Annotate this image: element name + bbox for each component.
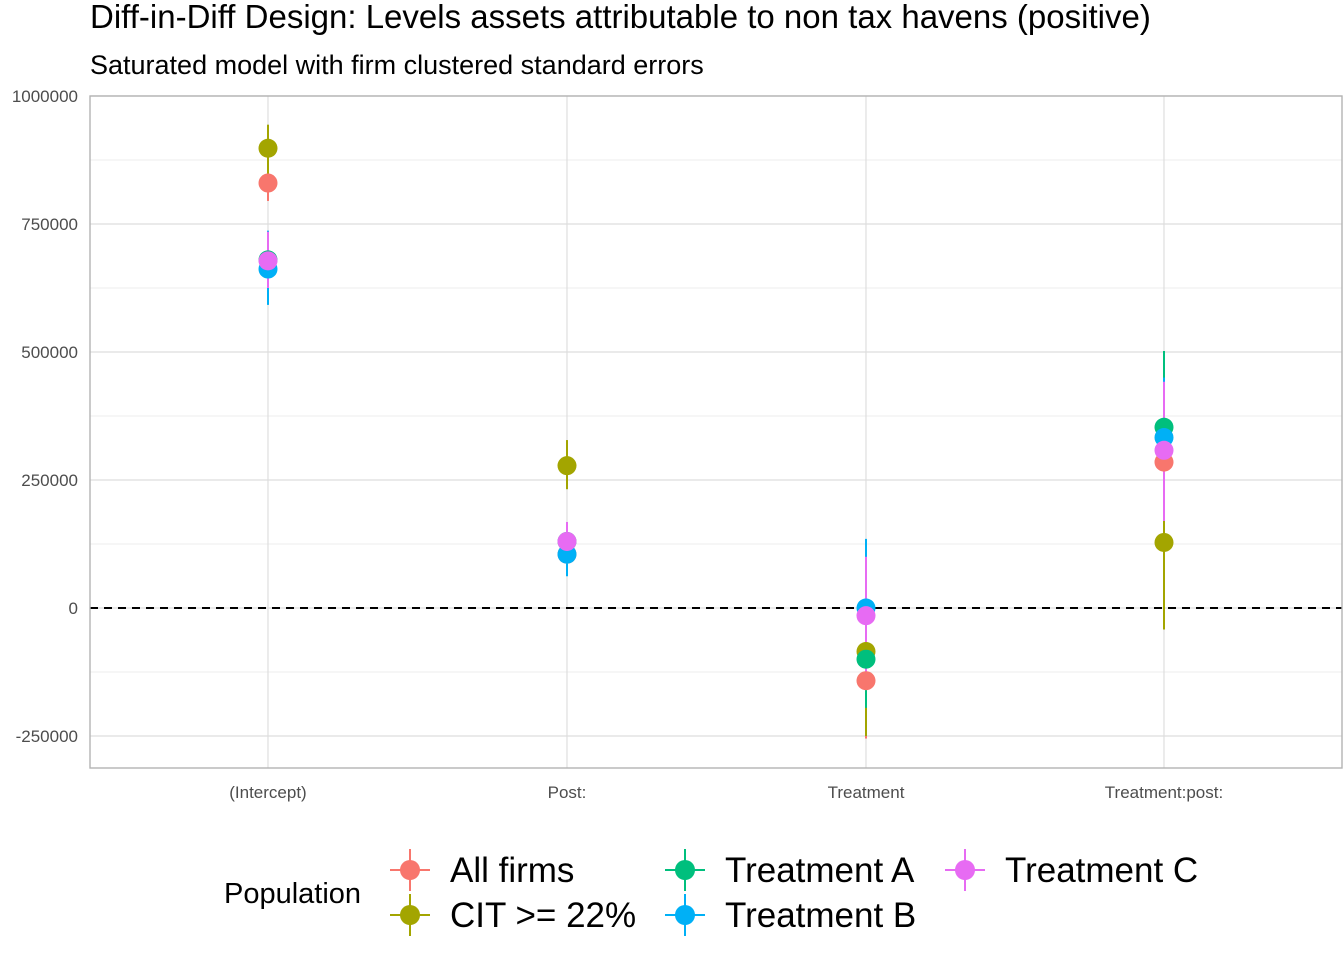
x-tick-label: Treatment:post: [1105, 783, 1223, 802]
x-tick-label: Treatment [828, 783, 905, 802]
legend-item: Treatment C [945, 849, 1198, 891]
legend-label: Treatment C [1005, 851, 1198, 890]
data-point [258, 138, 278, 158]
legend-item: Treatment B [665, 894, 916, 936]
data-point [856, 606, 876, 626]
data-point [258, 173, 278, 193]
y-tick-label: 750000 [21, 215, 78, 234]
y-tick-label: 500000 [21, 343, 78, 362]
legend-item: Treatment A [665, 849, 915, 891]
x-tick-label: Post: [548, 783, 587, 802]
chart-subtitle: Saturated model with firm clustered stan… [90, 50, 704, 80]
plot-background [90, 96, 1342, 768]
grid-minor [90, 159, 1342, 673]
plot-area [89, 95, 1343, 769]
data-point [856, 649, 876, 669]
legend-key-point [675, 905, 695, 925]
data-point [557, 456, 577, 476]
y-tick-label: -250000 [16, 727, 78, 746]
y-tick-label: 250000 [21, 471, 78, 490]
data-point [258, 251, 278, 271]
data-point [856, 671, 876, 691]
legend-item: CIT >= 22% [390, 894, 636, 936]
legend-key-point [675, 860, 695, 880]
legend-key-point [400, 860, 420, 880]
data-marks [258, 124, 1174, 739]
legend: Population All firms CIT >= 22% Treatment … [224, 849, 1198, 936]
legend-item: All firms [390, 849, 574, 891]
data-point [1154, 440, 1174, 460]
legend-label: Treatment B [725, 896, 916, 935]
legend-key-point [400, 905, 420, 925]
legend-label: CIT >= 22% [450, 896, 636, 935]
y-axis-ticks: -250000 0 250000 500000 750000 1000000 [12, 87, 78, 746]
y-tick-label: 0 [69, 599, 78, 618]
data-point [1154, 532, 1174, 552]
x-axis-ticks: (Intercept) Post: Treatment Treatment:post: [229, 783, 1223, 802]
legend-label: Treatment A [725, 851, 915, 890]
data-point [557, 531, 577, 551]
chart-title: Diff-in-Diff Design: Levels assets attri… [90, 0, 1151, 35]
y-tick-label: 1000000 [12, 87, 78, 106]
plot-border [89, 95, 1343, 769]
x-tick-label: (Intercept) [229, 783, 306, 802]
legend-key-point [955, 860, 975, 880]
legend-title: Population [224, 878, 361, 910]
legend-label: All firms [450, 851, 574, 890]
